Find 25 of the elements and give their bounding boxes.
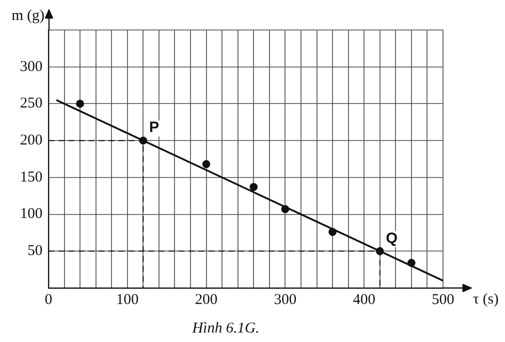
- x-tick-label: 200: [195, 292, 218, 308]
- point: [407, 258, 416, 267]
- x-axis-title: τ (s): [473, 291, 499, 308]
- y-tick-label: 150: [20, 169, 42, 186]
- x-tick-label: 500: [432, 292, 454, 308]
- y-tick-label: 200: [20, 132, 42, 149]
- point: [376, 247, 384, 256]
- point: [250, 183, 258, 192]
- point: [139, 136, 148, 145]
- y-axis-title: m (g): [12, 8, 44, 24]
- annotation: Q: [386, 230, 398, 247]
- point: [76, 100, 84, 108]
- point: [281, 205, 290, 214]
- annotation: P: [149, 119, 160, 136]
- point: [328, 228, 337, 236]
- point: [202, 160, 210, 168]
- y-tick-label: 300: [20, 58, 42, 75]
- x-tick-label: 300: [274, 292, 296, 308]
- x-tick-label: 100: [116, 292, 139, 308]
- x-tick-label: 0: [44, 292, 52, 308]
- x-tick-label: 400: [352, 292, 376, 308]
- y-tick-label: 50: [28, 243, 42, 260]
- y-tick-label: 100: [20, 206, 42, 222]
- y-tick-label: 250: [20, 96, 42, 112]
- text: Hình 6.1G.: [191, 320, 260, 336]
